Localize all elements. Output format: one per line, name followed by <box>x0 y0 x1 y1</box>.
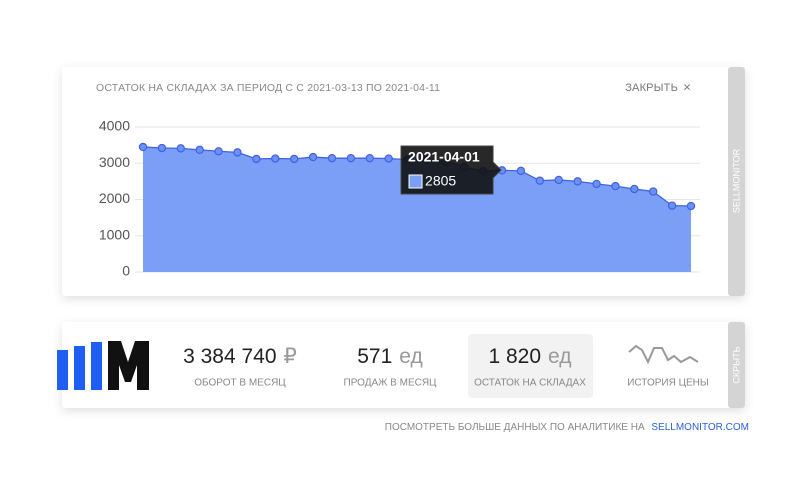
point <box>214 147 223 156</box>
hide-tab[interactable] <box>728 322 745 408</box>
footer-text: ПОСМОТРЕТЬ БОЛЬШЕ ДАННЫХ ПО АНАЛИТИКЕ НА <box>385 422 645 433</box>
stats-panel: СКРЫТЬ 3 384 740 ₽ ОБОРОТ В МЕСЯЦ 571 ед ПРОД… <box>57 322 745 408</box>
stat-value: 571 ед <box>357 345 423 368</box>
side-tab[interactable] <box>728 67 745 296</box>
point <box>535 176 545 185</box>
logo-bar <box>57 350 68 390</box>
tooltip: 2021-04-01 2805 <box>400 145 502 195</box>
stat-label: ПРОДАЖ В МЕСЯЦ <box>344 378 438 389</box>
stat-unit: ед <box>399 345 422 368</box>
point <box>176 144 185 153</box>
footer-link[interactable]: SELLMONITOR.COM <box>651 422 749 433</box>
area <box>143 146 691 272</box>
hide-tab-label[interactable]: СКРЫТЬ <box>731 346 741 383</box>
tooltip-bg <box>400 145 502 195</box>
close-button[interactable]: ЗАКРЫТЬ <box>625 82 678 94</box>
price-history-label[interactable]: ИСТОРИЯ ЦЕНЫ <box>627 378 709 389</box>
stat-unit: ₽ <box>284 345 297 368</box>
y-tick-label: 3000 <box>99 154 130 170</box>
point <box>289 154 299 164</box>
close-icon[interactable]: × <box>683 79 691 94</box>
stat-number: 3 384 740 <box>183 345 276 368</box>
side-tab-label[interactable]: SELLMONITOR <box>731 148 741 213</box>
logo-bar <box>91 342 102 390</box>
y-tick-label: 1000 <box>99 226 130 242</box>
point <box>667 201 677 210</box>
point <box>233 148 242 157</box>
plot: 0 1000 2000 3000 4000 2021-04-01 2805 <box>99 118 700 279</box>
logo-bar <box>74 346 85 390</box>
stat-label: ОБОРОТ В МЕСЯЦ <box>194 378 286 389</box>
y-tick-label: 0 <box>122 263 130 279</box>
stat-unit: ед <box>548 345 571 368</box>
point <box>252 154 261 164</box>
y-tick-label: 4000 <box>99 118 130 134</box>
point <box>346 153 356 163</box>
y-tick-label: 2000 <box>99 190 130 206</box>
stat-value: 1 820 ед <box>488 345 571 368</box>
point <box>554 175 563 185</box>
tooltip-date: 2021-04-01 <box>408 149 480 165</box>
panel-title: ОСТАТОК НА СКЛАДАХ ЗА ПЕРИОД С С 2021-03… <box>96 82 440 94</box>
point <box>630 184 639 194</box>
stat-highlight <box>468 334 593 398</box>
point <box>649 187 658 196</box>
point <box>573 177 582 186</box>
point <box>384 154 393 163</box>
stats: 3 384 740 ₽ ОБОРОТ В МЕСЯЦ 571 ед ПРОДАЖ В МЕ… <box>183 345 586 389</box>
footer: ПОСМОТРЕТЬ БОЛЬШЕ ДАННЫХ ПО АНАЛИТИКЕ НА… <box>385 422 749 433</box>
point <box>195 145 204 155</box>
point <box>592 179 601 189</box>
point <box>138 142 148 152</box>
logo-m <box>108 341 149 390</box>
stat-label: ОСТАТОК НА СКЛАДАХ <box>474 378 586 389</box>
logo <box>57 341 149 390</box>
point <box>327 153 337 163</box>
tooltip-value: 2805 <box>425 173 456 189</box>
point <box>308 152 318 162</box>
tooltip-swatch <box>408 174 423 189</box>
point <box>157 143 167 153</box>
price-sparkline-icon[interactable] <box>628 344 699 365</box>
stat-value: 3 384 740 ₽ <box>183 345 297 368</box>
point <box>271 154 280 163</box>
stat-number: 571 <box>357 345 392 368</box>
point <box>611 181 620 191</box>
point <box>365 153 374 163</box>
point <box>516 166 526 176</box>
point <box>686 201 696 211</box>
stat-number: 1 820 <box>488 345 541 368</box>
